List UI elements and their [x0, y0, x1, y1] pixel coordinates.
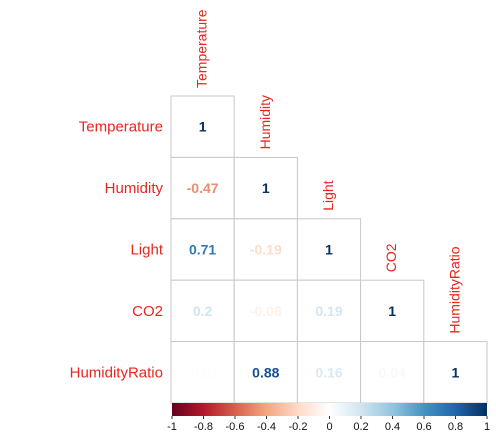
row-labels: Temperature Humidity Light CO2 HumidityRatio — [70, 119, 164, 382]
cell-humidity-temperature — [170, 156, 235, 220]
correlation-value-humidity-temperature: -0.47 — [187, 180, 219, 196]
cell-humidityratio-humidity — [233, 341, 298, 404]
correlation-value-humidityratio-humidity: 0.88 — [252, 364, 279, 380]
colorbar-tick-label: 0.8 — [448, 421, 463, 433]
correlation-value-co2-humidity: -0.08 — [250, 303, 282, 319]
cell-humidity-humidity — [233, 156, 298, 220]
correlation-value-light-temperature: 0.71 — [189, 242, 216, 258]
row-label-light: Light — [130, 242, 163, 259]
correlation-value-humidityratio-light: 0.16 — [315, 364, 342, 380]
colorbar-tick-label: 0.4 — [385, 421, 400, 433]
column-label-humidityratio: HumidityRatio — [446, 246, 462, 333]
correlation-value-temperature-temperature: 1 — [199, 119, 207, 135]
cell-light-light — [296, 218, 362, 281]
colorbar-tick-label: 0 — [326, 421, 332, 433]
cell-co2-co2 — [360, 279, 425, 343]
column-label-light: Light — [320, 180, 336, 210]
column-label-humidity: Humidity — [257, 95, 273, 149]
column-label-temperature: Temperature — [194, 9, 210, 88]
correlation-value-light-humidity: -0.19 — [250, 242, 282, 258]
colorbar-tick-label: -1 — [167, 421, 177, 433]
colorbar-tick-label: -0.6 — [226, 421, 245, 433]
colorbar-tick-label: -0.2 — [289, 421, 308, 433]
correlation-value-humidityratio-humidityratio: 1 — [452, 364, 460, 380]
correlation-value-humidityratio-co2: 0.04 — [379, 364, 406, 380]
colorbar-tick-label: 1 — [484, 421, 490, 433]
column-labels: Temperature Humidity Light CO2 HumidityRatio — [194, 9, 463, 333]
colorbar-tick-label: -0.4 — [257, 421, 276, 433]
correlation-value-humidityratio-temperature: -0.01 — [187, 364, 219, 380]
correlation-value-humidity-humidity: 1 — [262, 180, 270, 196]
column-label-co2: CO2 — [383, 243, 399, 272]
correlation-value-light-light: 1 — [325, 242, 333, 258]
colorbar-gradient — [172, 403, 487, 416]
row-label-humidity: Humidity — [105, 180, 164, 197]
correlation-value-co2-co2: 1 — [388, 303, 396, 319]
cell-temperature-temperature — [170, 95, 235, 158]
colorbar-tick-label: 0.6 — [416, 421, 431, 433]
colorbar-tick-label: 0.2 — [353, 421, 368, 433]
colorbar: -1 -0.8 -0.6 -0.4 -0.2 0 0.2 0.4 0.6 0.8 1 — [167, 403, 490, 433]
row-label-temperature: Temperature — [79, 119, 163, 136]
colorbar-tick-label: -0.8 — [194, 421, 213, 433]
cell-grid: 1 -0.47 1 0.71 -0.19 1 0.2 -0.08 0.19 1 -0.01 0.88 0… — [170, 95, 488, 404]
cell-humidityratio-co2 — [360, 341, 425, 404]
row-label-co2: CO2 — [132, 303, 163, 320]
row-label-humidityratio: HumidityRatio — [70, 364, 163, 381]
cell-light-temperature — [170, 218, 235, 281]
correlation-value-co2-light: 0.19 — [315, 303, 342, 319]
correlation-value-co2-temperature: 0.2 — [193, 303, 213, 319]
cell-co2-humidity — [233, 279, 298, 343]
